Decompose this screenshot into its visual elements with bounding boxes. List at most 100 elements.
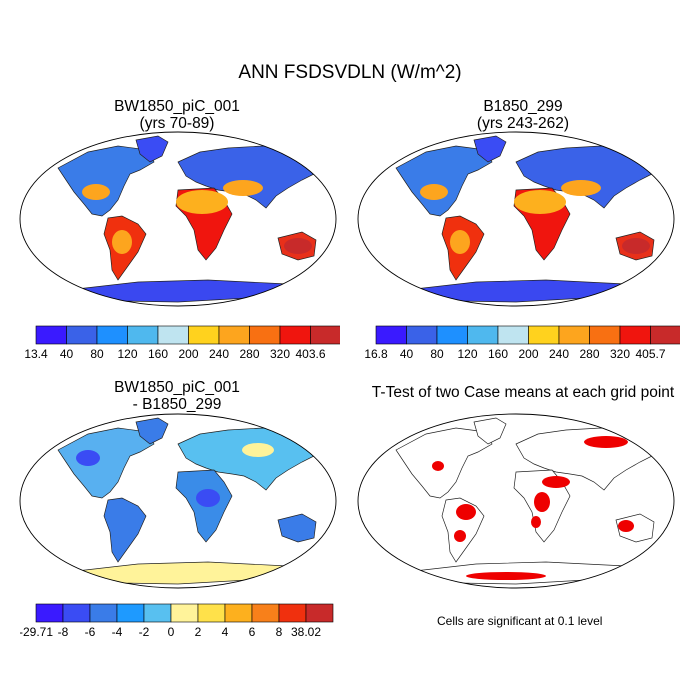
warm-band-australia <box>622 238 650 254</box>
panel-case-title: BW1850_piC_001 (yrs 70-89) <box>62 98 292 132</box>
continent-australia <box>277 513 317 543</box>
colorbar-label: 8 <box>276 625 283 639</box>
colorbar-label: -29.71 <box>20 625 53 639</box>
colorbar-label: 160 <box>148 347 168 361</box>
continent-greenland <box>135 135 169 163</box>
significant-cells <box>618 520 634 532</box>
colorbar-label: 40 <box>60 347 74 361</box>
colorbar-swatch <box>66 325 98 345</box>
colorbar-swatch <box>251 603 280 623</box>
colorbar-label: 405.7 <box>635 347 665 361</box>
colorbar-label: 6 <box>249 625 256 639</box>
colorbar-swatch <box>96 325 128 345</box>
colorbar-swatch <box>558 325 590 345</box>
figure-title: ANN FSDSVDLN (W/m^2) <box>238 62 462 83</box>
colorbar-swatch <box>218 325 250 345</box>
warm-anomaly-asia <box>242 443 274 457</box>
colorbar-label: 13.4 <box>24 347 48 361</box>
significance-note: Cells are significant at 0.1 level <box>437 614 603 628</box>
colorbar-swatch <box>224 603 253 623</box>
colorbar-swatch <box>188 325 220 345</box>
map-case <box>19 131 337 307</box>
colorbar-swatch <box>589 325 621 345</box>
colorbar-label: -6 <box>85 625 96 639</box>
significant-cells <box>531 516 541 528</box>
warm-band-sahara <box>514 190 566 214</box>
colorbar-label: -8 <box>58 625 69 639</box>
continent-northAmerica <box>57 145 155 217</box>
colorbar-swatch <box>310 325 340 345</box>
panel-case-title-line2: (yrs 70-89) <box>139 115 215 132</box>
colorbar-swatch <box>375 325 407 345</box>
colorbar-swatch <box>197 603 226 623</box>
significant-cells <box>466 572 546 580</box>
colorbar-label: 200 <box>178 347 198 361</box>
significant-cells <box>456 504 476 520</box>
colorbar-label: 240 <box>549 347 569 361</box>
colorbar-label: 240 <box>209 347 229 361</box>
warm-band-australia <box>284 238 312 254</box>
colorbar-label: 4 <box>222 625 229 639</box>
continent-southAmerica <box>103 497 147 563</box>
colorbar-label: 200 <box>518 347 538 361</box>
continent-greenland <box>473 417 507 445</box>
continent-greenland <box>473 135 507 163</box>
colorbar-control: 16.8 40 80 120 160 200 240 280 320 405.7 <box>364 325 680 361</box>
panel-diff-title-line2: - B1850_299 <box>132 396 222 413</box>
significant-cells <box>534 492 550 512</box>
map-border <box>357 131 675 307</box>
colorbar-label: 120 <box>117 347 137 361</box>
colorbar-swatch <box>278 603 307 623</box>
panel-control-title-line2: (yrs 243-262) <box>476 115 570 132</box>
colorbar-label: 160 <box>488 347 508 361</box>
colorbar-difference: -29.71 -8 -6 -4 -2 0 2 4 6 8 38.02 <box>20 603 334 639</box>
colorbar-swatch <box>35 325 67 345</box>
colorbar-label: 320 <box>270 347 290 361</box>
colorbar-swatch <box>116 603 145 623</box>
significant-cells <box>584 436 628 448</box>
continent-northAmerica <box>395 145 493 217</box>
map-difference <box>19 413 337 589</box>
map-border <box>19 413 337 589</box>
cool-anomaly-africa <box>196 489 220 507</box>
warm-band-asia <box>561 180 601 196</box>
map-border <box>357 413 675 589</box>
panel-ttest-title: T-Test of two Case means at each grid po… <box>371 384 675 401</box>
continent-northAmerica <box>57 427 155 499</box>
map-border <box>19 131 337 307</box>
colorbar-label: -4 <box>112 625 123 639</box>
colorbar-label: 80 <box>430 347 444 361</box>
panel-control-title-line1: B1850_299 <box>483 98 563 115</box>
colorbar-swatch <box>170 603 199 623</box>
colorbar-swatch <box>528 325 560 345</box>
warm-band-sahara <box>176 190 228 214</box>
colorbar-swatch <box>89 603 118 623</box>
colorbar-label: 320 <box>610 347 630 361</box>
colorbar-label: 280 <box>239 347 259 361</box>
colorbar-swatch <box>467 325 499 345</box>
colorbar-label: 80 <box>90 347 104 361</box>
panel-diff-title-line1: BW1850_piC_001 <box>114 379 240 396</box>
warm-band-namerica <box>82 184 110 200</box>
warm-band-samerica <box>450 230 470 254</box>
warm-band-samerica <box>112 230 132 254</box>
colorbar-swatch <box>157 325 189 345</box>
colorbar-swatch <box>436 325 468 345</box>
colorbar-label: -2 <box>139 625 150 639</box>
warm-band-asia <box>223 180 263 196</box>
colorbar-swatch <box>62 603 91 623</box>
panel-case-title-line1: BW1850_piC_001 <box>114 98 240 115</box>
colorbar-swatch <box>497 325 529 345</box>
warm-band-namerica <box>420 184 448 200</box>
panel-diff-title: BW1850_piC_001 - B1850_299 <box>62 379 292 413</box>
colorbar-swatch <box>127 325 159 345</box>
map-control <box>357 131 675 307</box>
significant-cells <box>432 461 444 471</box>
colorbar-label: 2 <box>195 625 202 639</box>
colorbar-swatch <box>619 325 651 345</box>
continent-greenland <box>135 417 169 445</box>
colorbar-swatch <box>35 603 64 623</box>
colorbar-swatch <box>249 325 281 345</box>
colorbar-swatch <box>279 325 311 345</box>
significant-cells <box>542 476 570 488</box>
